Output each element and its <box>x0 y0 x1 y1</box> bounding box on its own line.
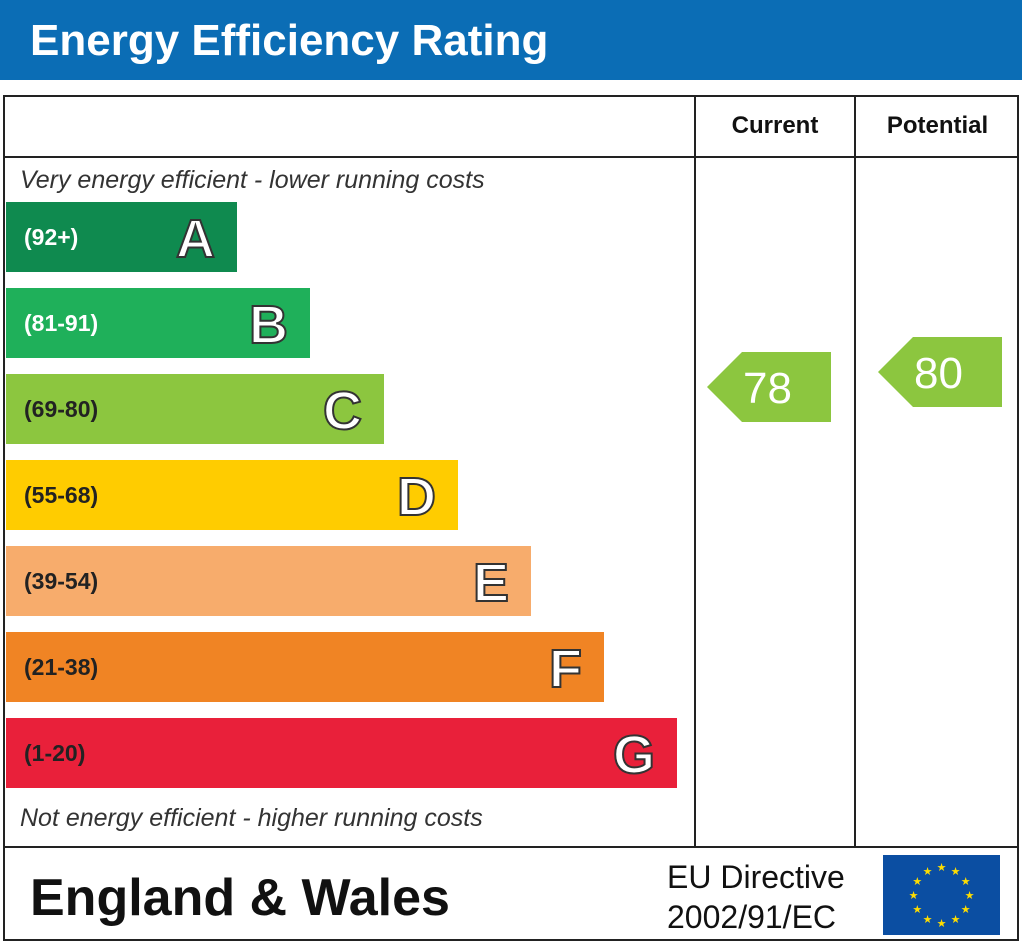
header-row-divider <box>3 156 1019 158</box>
eu-flag-icon: ★ ★★★★★★★★★★★ <box>883 855 1000 935</box>
band-range: (55-68) <box>24 482 99 508</box>
star-icon: ★ <box>909 890 919 902</box>
directive-line1: EU Directive <box>667 859 845 895</box>
band-f: (21-38) F <box>6 632 604 702</box>
potential-rating-arrow: 80 <box>878 337 1002 407</box>
band-g: (1-20) G <box>6 718 677 788</box>
band-letter: G <box>612 724 656 786</box>
band-range: (1-20) <box>24 740 86 766</box>
star-icon: ★ <box>951 914 961 926</box>
band-letter: B <box>248 294 289 356</box>
eu-directive: EU Directive 2002/91/EC <box>667 857 845 937</box>
column-divider <box>854 95 856 847</box>
current-column-header: Current <box>731 112 819 139</box>
band-c: (69-80) C <box>6 374 384 444</box>
top-note: Very energy efficient - lower running co… <box>20 166 485 194</box>
band-letter: E <box>472 552 510 614</box>
band-range: (39-54) <box>24 568 99 594</box>
band-e: (39-54) E <box>6 546 531 616</box>
region-label: England & Wales <box>30 869 450 927</box>
star-icon: ★ <box>923 914 933 926</box>
rating-table <box>3 95 1019 941</box>
band-d: (55-68) D <box>6 460 458 530</box>
band-range: (69-80) <box>24 396 99 422</box>
page-title: Energy Efficiency Rating <box>30 16 549 65</box>
star-icon: ★ <box>912 876 922 888</box>
star-icon: ★ <box>961 876 971 888</box>
star-icon: ★ <box>961 904 971 916</box>
bottom-note: Not energy efficient - higher running co… <box>20 804 483 832</box>
band-letter: C <box>322 380 363 442</box>
star-icon: ★ <box>912 904 922 916</box>
footer-row-divider <box>3 846 1019 848</box>
band-letter: F <box>548 638 583 700</box>
band-range: (81-91) <box>24 310 99 336</box>
potential-rating-value: 80 <box>914 349 963 398</box>
header-bar: Energy Efficiency Rating <box>0 0 1022 80</box>
star-icon: ★ <box>937 918 947 930</box>
star-icon: ★ <box>951 866 961 878</box>
band-range: (92+) <box>24 224 79 250</box>
band-letter: D <box>396 466 437 528</box>
star-icon: ★ <box>937 862 947 874</box>
band-a: (92+) A <box>6 202 237 272</box>
star-icon: ★ <box>965 890 975 902</box>
current-rating-arrow: 78 <box>707 352 831 422</box>
directive-line2: 2002/91/EC <box>667 899 837 935</box>
band-range: (21-38) <box>24 654 99 680</box>
band-letter: A <box>175 208 216 270</box>
band-b: (81-91) B <box>6 288 310 358</box>
current-rating-value: 78 <box>743 364 792 413</box>
star-icon: ★ <box>923 866 933 878</box>
column-divider <box>694 95 696 847</box>
potential-column-header: Potential <box>886 112 989 139</box>
